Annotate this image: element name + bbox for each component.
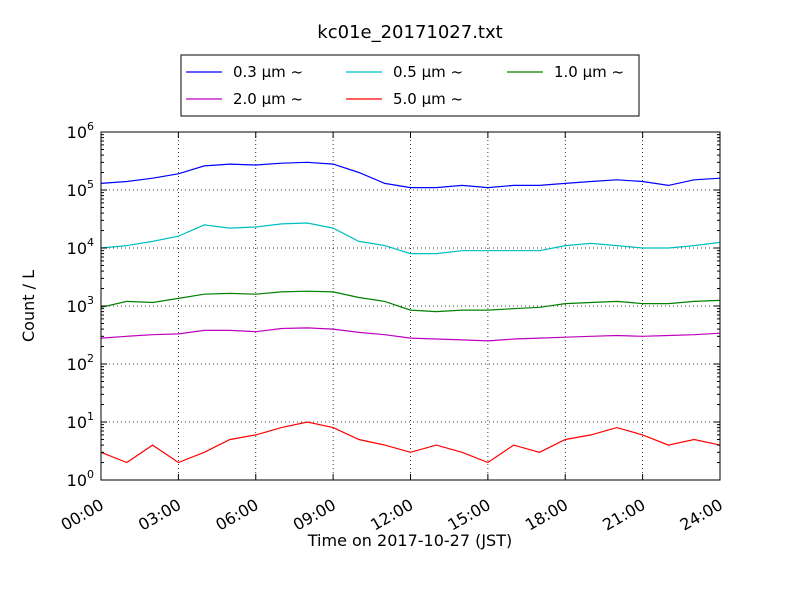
series-line-0 [100, 161, 721, 189]
x-tick-label: 18:00 [522, 495, 571, 535]
x-tick-label: 24:00 [677, 495, 726, 535]
y-tick-label: 106 [67, 120, 94, 142]
y-axis-title: Count / L [19, 270, 38, 342]
y-tick-label: 102 [67, 352, 94, 374]
x-tick-label: 09:00 [290, 495, 339, 535]
plot-background [101, 132, 720, 480]
y-tick-label: 103 [67, 294, 94, 316]
series-line-2 [100, 290, 721, 313]
legend-label-4: 5.0 μm ~ [393, 90, 463, 108]
x-tick-label: 21:00 [599, 495, 648, 535]
y-tick-label: 105 [67, 178, 94, 200]
x-tick-label: 03:00 [135, 495, 184, 535]
x-tick-label: 12:00 [367, 495, 416, 535]
x-tick-label: 06:00 [212, 495, 261, 535]
y-tick-label: 104 [67, 236, 94, 258]
legend-label-2: 1.0 μm ~ [554, 63, 624, 81]
x-tick-label: 00:00 [58, 495, 107, 535]
plot-frame [100, 131, 721, 481]
series-line-1 [100, 222, 721, 255]
data-series [100, 161, 721, 464]
series-line-3 [100, 327, 721, 342]
y-tick-label: 101 [67, 410, 94, 432]
legend-label-1: 0.5 μm ~ [393, 63, 463, 81]
x-tick-label: 15:00 [444, 495, 493, 535]
series-line-4 [100, 421, 721, 464]
x-axis-title: Time on 2017-10-27 (JST) [307, 531, 512, 550]
legend-label-0: 0.3 μm ~ [233, 63, 303, 81]
legend-label-3: 2.0 μm ~ [233, 90, 303, 108]
legend-box [180, 54, 640, 117]
legend: 0.3 μm ~ 0.5 μm ~ 1.0 μm ~ 2.0 μm ~ 5.0 μm ~ [180, 54, 640, 117]
y-tick-label: 100 [67, 468, 94, 490]
chart-title: kc01e_20171027.txt [317, 22, 502, 43]
